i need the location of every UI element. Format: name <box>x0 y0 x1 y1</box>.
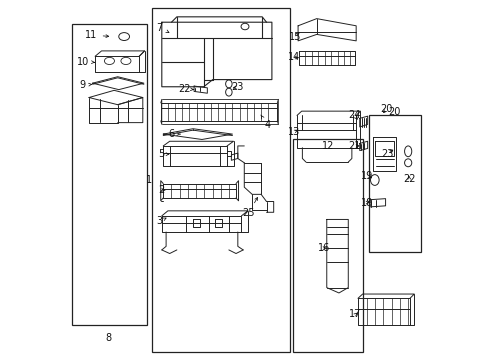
Text: 20: 20 <box>389 107 401 117</box>
Bar <box>152 8 290 352</box>
Text: 22: 22 <box>403 174 416 184</box>
Text: 5: 5 <box>159 149 169 159</box>
Text: 1: 1 <box>146 175 152 185</box>
Text: 10: 10 <box>77 57 95 67</box>
Text: 11: 11 <box>85 30 109 40</box>
Text: 18: 18 <box>361 198 373 208</box>
Text: 14: 14 <box>288 52 300 62</box>
Text: 23: 23 <box>232 82 244 93</box>
Bar <box>368 116 421 252</box>
Bar <box>72 24 147 325</box>
Text: 13: 13 <box>288 127 300 136</box>
Text: 7: 7 <box>156 23 169 33</box>
Text: 25: 25 <box>243 198 258 218</box>
Text: 3: 3 <box>157 216 166 226</box>
Text: 20: 20 <box>380 104 393 114</box>
Text: 24: 24 <box>348 111 361 121</box>
Text: 16: 16 <box>318 243 330 253</box>
Text: 15: 15 <box>289 32 301 41</box>
Text: 23: 23 <box>382 149 394 159</box>
Bar <box>294 139 364 352</box>
Text: 4: 4 <box>261 115 270 130</box>
Text: 19: 19 <box>361 171 373 181</box>
Text: 6: 6 <box>169 129 180 139</box>
Text: 22: 22 <box>178 84 194 94</box>
Text: 12: 12 <box>322 141 334 151</box>
Text: 2: 2 <box>159 185 165 195</box>
Text: 8: 8 <box>106 333 112 343</box>
Text: 21: 21 <box>348 141 361 151</box>
Text: 17: 17 <box>349 310 362 319</box>
Text: 9: 9 <box>80 80 92 90</box>
